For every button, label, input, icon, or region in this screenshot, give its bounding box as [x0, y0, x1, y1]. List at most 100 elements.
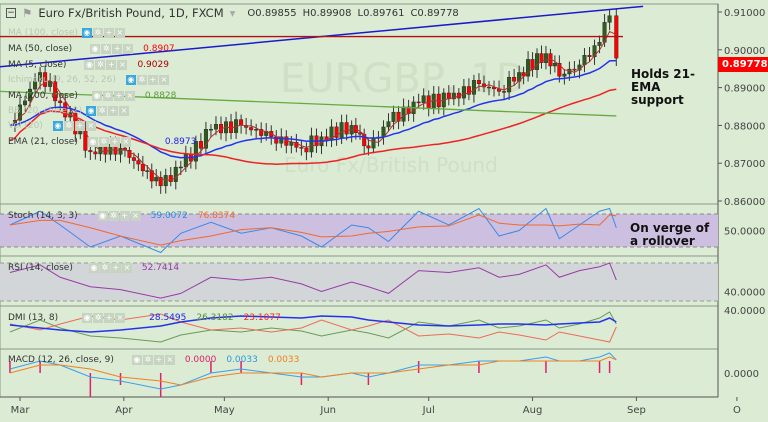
plus-icon[interactable]: + — [110, 263, 121, 273]
rsi-line — [9, 262, 617, 299]
candle-body — [38, 72, 43, 82]
close-icon[interactable]: × — [158, 75, 169, 85]
close-icon[interactable]: × — [164, 355, 175, 365]
rsi-value: 52.7414 — [141, 263, 180, 273]
candle-body — [33, 81, 38, 90]
candle-body — [592, 45, 597, 58]
close-icon[interactable]: × — [115, 313, 126, 323]
gear-icon[interactable]: ✲ — [99, 263, 110, 273]
candle-body — [582, 55, 587, 66]
candle-body — [158, 177, 163, 187]
symbol-label[interactable]: Euro Fx/British Pound, 1D, FXCM — [38, 6, 224, 20]
plus-icon[interactable]: + — [108, 106, 119, 116]
candle-body — [294, 141, 299, 148]
symbol-dropdown-icon[interactable]: ▾ — [229, 6, 236, 20]
gear-icon[interactable]: ✲ — [136, 75, 147, 85]
candle-body — [299, 147, 304, 149]
close-icon[interactable]: × — [124, 91, 135, 101]
eye-icon[interactable]: ◉ — [52, 121, 63, 131]
close-icon[interactable]: × — [85, 121, 96, 131]
ma5-value: 0.9029 — [137, 60, 169, 70]
eye-icon[interactable]: ◉ — [81, 28, 92, 38]
close-icon[interactable]: × — [130, 211, 141, 221]
legend-ma100[interactable]: MA (100, close) ◉ ✲ + × — [8, 28, 125, 38]
candle-body — [339, 122, 344, 138]
eye-icon[interactable]: ◉ — [87, 137, 98, 147]
legend-macd[interactable]: MACD (12, 26, close, 9) ◉ ✲ + × 0.0000 0.0033 0… — [8, 355, 299, 365]
legend-ma5[interactable]: MA (5, close) ◉ ✲ + × 0.9029 — [8, 60, 169, 70]
gear-icon[interactable]: ✲ — [92, 28, 103, 38]
candle-body — [416, 101, 421, 104]
close-icon[interactable]: × — [114, 28, 125, 38]
gear-icon[interactable]: ✲ — [142, 355, 153, 365]
plus-icon[interactable]: + — [106, 60, 117, 70]
x-tick-label: Jun — [319, 405, 336, 416]
gear-icon[interactable]: ✲ — [97, 106, 108, 116]
legend-vol[interactable]: Vol (20) ◉ ✲ + × — [8, 121, 96, 131]
gear-icon[interactable]: ✲ — [108, 211, 119, 221]
gear-icon[interactable]: ✲ — [102, 91, 113, 101]
candle-body — [396, 111, 401, 122]
gear-icon[interactable]: ✲ — [93, 313, 104, 323]
candle-body — [487, 86, 492, 89]
y-tick-label: 0.88000 — [724, 121, 765, 132]
candle-body — [23, 100, 28, 106]
plus-icon[interactable]: + — [147, 75, 158, 85]
plus-icon[interactable]: + — [109, 137, 120, 147]
plus-icon[interactable]: + — [104, 313, 115, 323]
candle-body — [471, 80, 476, 95]
plus-icon[interactable]: + — [74, 121, 85, 131]
x-tick-label: Mar — [11, 405, 31, 416]
candle-body — [131, 157, 136, 161]
candle-body — [587, 55, 592, 58]
ema21-line — [9, 59, 617, 159]
legend-ichimoku[interactable]: Ichimoku (9, 26, 52, 26) ◉ ✲ + × — [8, 75, 169, 85]
legend-stoch[interactable]: Stoch (14, 3, 3) ◉ ✲ + × 59.0072 76.8374 — [8, 211, 235, 221]
ma5-line — [9, 30, 617, 181]
close-icon[interactable]: × — [117, 60, 128, 70]
collapse-icon[interactable]: − — [6, 8, 16, 18]
close-icon[interactable]: × — [121, 263, 132, 273]
plus-icon[interactable]: + — [119, 211, 130, 221]
candle-body — [526, 59, 531, 77]
eye-icon[interactable]: ◉ — [84, 60, 95, 70]
plus-icon[interactable]: + — [153, 355, 164, 365]
gear-icon[interactable]: ✲ — [63, 121, 74, 131]
gear-icon[interactable]: ✲ — [98, 137, 109, 147]
x-tick-label: O — [733, 405, 741, 416]
eye-icon[interactable]: ◉ — [91, 91, 102, 101]
close-icon[interactable]: × — [120, 137, 131, 147]
legend-rsi[interactable]: RSI (14, close) ◉ ✲ + × 52.7414 — [8, 263, 179, 273]
candle-body — [289, 141, 294, 146]
legend-label: MA (200, close) — [8, 91, 78, 101]
eye-icon[interactable]: ◉ — [97, 211, 108, 221]
plus-icon[interactable]: + — [113, 91, 124, 101]
candle-body — [127, 150, 132, 158]
flag-icon: ⚑ — [22, 6, 33, 20]
eye-icon[interactable]: ◉ — [90, 44, 101, 54]
candle-body — [476, 80, 481, 85]
plus-icon[interactable]: + — [103, 28, 114, 38]
legend-ma200[interactable]: MA (200, close) ◉ ✲ + × 0.8828 — [8, 91, 176, 101]
plus-icon[interactable]: + — [112, 44, 123, 54]
candle-body — [401, 106, 406, 122]
eye-icon[interactable]: ◉ — [82, 313, 93, 323]
eye-icon[interactable]: ◉ — [131, 355, 142, 365]
close-icon[interactable]: × — [119, 106, 130, 116]
legend-ma50[interactable]: MA (50, close) ◉ ✲ + × 0.8907 — [8, 44, 175, 54]
close-icon[interactable]: × — [123, 44, 134, 54]
eye-icon[interactable]: ◉ — [88, 263, 99, 273]
legend-dmi[interactable]: DMI (13, 8) ◉ ✲ + × 28.5495 26.3182 23.1077 — [8, 313, 281, 323]
x-tick-label: Jul — [422, 405, 435, 416]
candle-body — [178, 166, 183, 169]
candle-body — [597, 42, 602, 46]
legend-label: MA (100, close) — [8, 28, 78, 38]
gear-icon[interactable]: ✲ — [95, 60, 106, 70]
gear-icon[interactable]: ✲ — [101, 44, 112, 54]
eye-icon[interactable]: ◉ — [86, 106, 97, 116]
eye-icon[interactable]: ◉ — [125, 75, 136, 85]
candle-body — [309, 135, 314, 153]
legend-ema21[interactable]: EMA (21, close) ◉ ✲ + × 0.8973 — [8, 137, 196, 147]
legend-bb[interactable]: BB (20, close, 2) ◉ ✲ + × — [8, 106, 130, 116]
